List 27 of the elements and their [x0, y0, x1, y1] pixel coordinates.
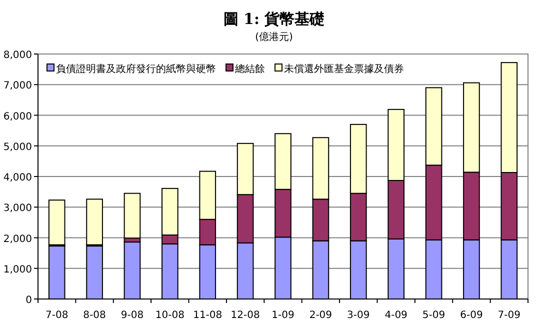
- y-tick-label: 0: [26, 295, 32, 306]
- x-tick-label: 3-09: [347, 310, 370, 321]
- chart-subtitle: (億港元): [255, 31, 293, 43]
- legend-label: 未償還外匯基金票據及債券: [284, 63, 404, 75]
- y-tick-label: 6,000: [3, 111, 32, 122]
- y-tick-label: 8,000: [3, 50, 32, 61]
- x-tick-label: 1-09: [272, 310, 294, 321]
- x-tick-label: 12-08: [230, 310, 260, 321]
- x-tick-label: 7-08: [45, 310, 68, 321]
- y-tick-label: 1,000: [3, 264, 32, 276]
- y-tick-label: 2,000: [3, 234, 32, 245]
- y-tick-label: 5,000: [3, 142, 32, 153]
- x-tick-label: 6-09: [460, 310, 483, 321]
- legend-label: 負債證明書及政府發行的紙幣與硬幣: [56, 63, 216, 75]
- y-tick-label: 4,000: [3, 172, 32, 184]
- x-tick-label: 2-09: [309, 310, 332, 321]
- x-tick-label: 10-08: [155, 310, 184, 321]
- x-tick-label: 4-09: [384, 310, 408, 321]
- chart-title: 圖 1: 貨幣基礎: [223, 10, 325, 28]
- x-tick-label: 9-08: [120, 310, 144, 321]
- x-tick-label: 7-09: [498, 310, 521, 321]
- x-tick-label: 11-08: [193, 310, 222, 321]
- x-tick-label: 8-08: [83, 310, 106, 321]
- legend-label: 總結餘: [234, 63, 265, 75]
- y-tick-label: 7,000: [3, 80, 32, 92]
- y-tick-label: 3,000: [3, 203, 32, 214]
- x-tick-label: 5-09: [422, 310, 446, 321]
